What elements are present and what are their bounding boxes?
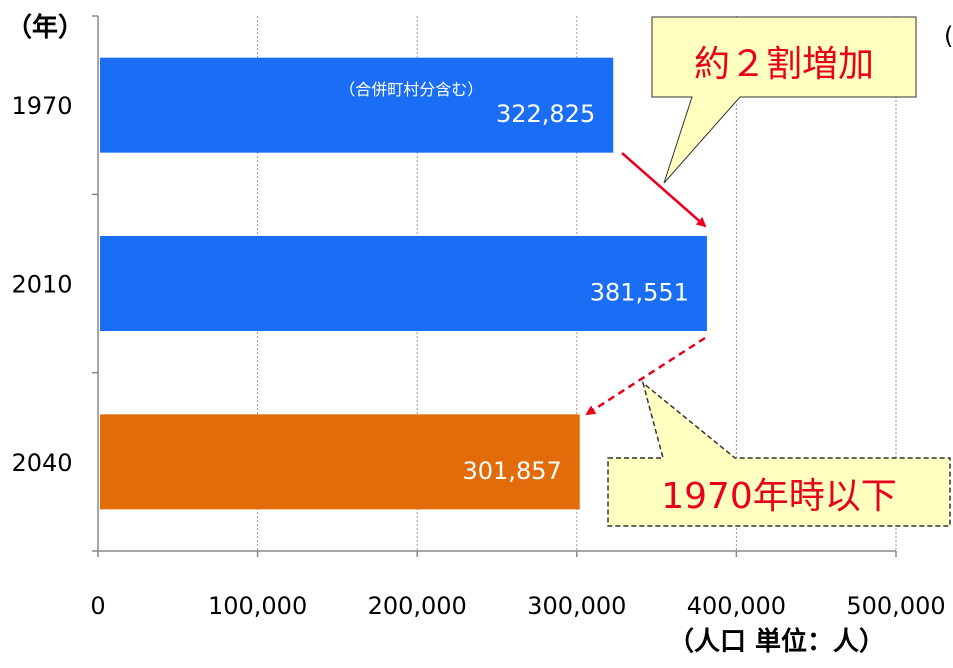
value-label: 301,857 [463,457,562,485]
category-label: 2040 [11,449,72,477]
x-tick-label: 200,000 [368,592,467,620]
category-label: 1970 [11,92,72,120]
x-tick-label: 0 [90,592,105,620]
category-label: 2010 [11,271,72,299]
value-label: 381,551 [590,279,689,307]
bars: 322,825 （合併町村分含む） 381,551 301,857 [100,57,707,510]
value-label: 322,825 [496,100,595,128]
y-axis-title: （年） [6,12,84,43]
clipped-annotation-char: ( [944,22,953,50]
axes: 0 100,000 200,000 300,000 400,000 500,000 1970… [11,15,946,620]
x-tick-label: 300,000 [527,592,626,620]
increase-arrow [621,152,707,228]
callout-decrease: 1970年時以下 [607,380,951,527]
x-tick-label: 100,000 [208,592,307,620]
callout-decrease-text: 1970年時以下 [661,476,897,517]
decrease-arrow [585,336,706,416]
x-tick-label: 400,000 [687,592,786,620]
note-merged-municipalities: （合併町村分含む） [339,80,483,99]
x-tick-label: 500,000 [846,592,945,620]
bar-2040 [100,414,580,510]
bar-1970 [100,57,614,153]
x-axis-title: （人口 単位：人） [668,626,885,657]
bar-2010 [100,236,707,331]
callout-increase-text: 約２割増加 [694,44,874,85]
callout-increase: 約２割増加 [651,16,917,184]
